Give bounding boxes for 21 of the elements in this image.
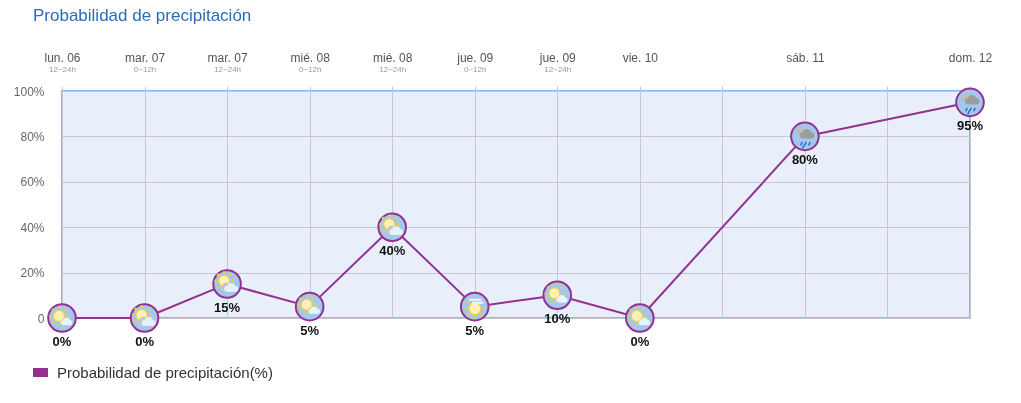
data-label: 5% bbox=[300, 322, 320, 338]
x-tick-label: vie. 10 bbox=[622, 50, 659, 65]
legend-label: Probabilidad de precipitación(%) bbox=[57, 363, 273, 381]
data-label: 0% bbox=[630, 334, 650, 349]
data-label: 15% bbox=[214, 299, 241, 315]
data-label: 0% bbox=[135, 334, 155, 349]
y-tick-label: 20% bbox=[20, 266, 45, 281]
chart-title: Probabilidad de precipitación bbox=[33, 6, 252, 25]
data-label: 80% bbox=[791, 152, 819, 168]
data-label: 10% bbox=[544, 311, 571, 327]
y-tick-label: 60% bbox=[20, 175, 45, 190]
data-label: 95% bbox=[956, 118, 984, 134]
y-tick-label: 0 bbox=[37, 311, 45, 326]
y-tick-label: 40% bbox=[20, 220, 45, 235]
y-tick-label: 100% bbox=[13, 84, 45, 99]
data-label: 0% bbox=[52, 334, 72, 349]
data-label: 5% bbox=[465, 322, 485, 338]
data-label: 40% bbox=[379, 243, 406, 259]
x-tick-label: dom. 12 bbox=[948, 50, 993, 65]
x-tick-label: sáb. 11 bbox=[786, 50, 825, 65]
y-tick-label: 80% bbox=[20, 129, 45, 144]
